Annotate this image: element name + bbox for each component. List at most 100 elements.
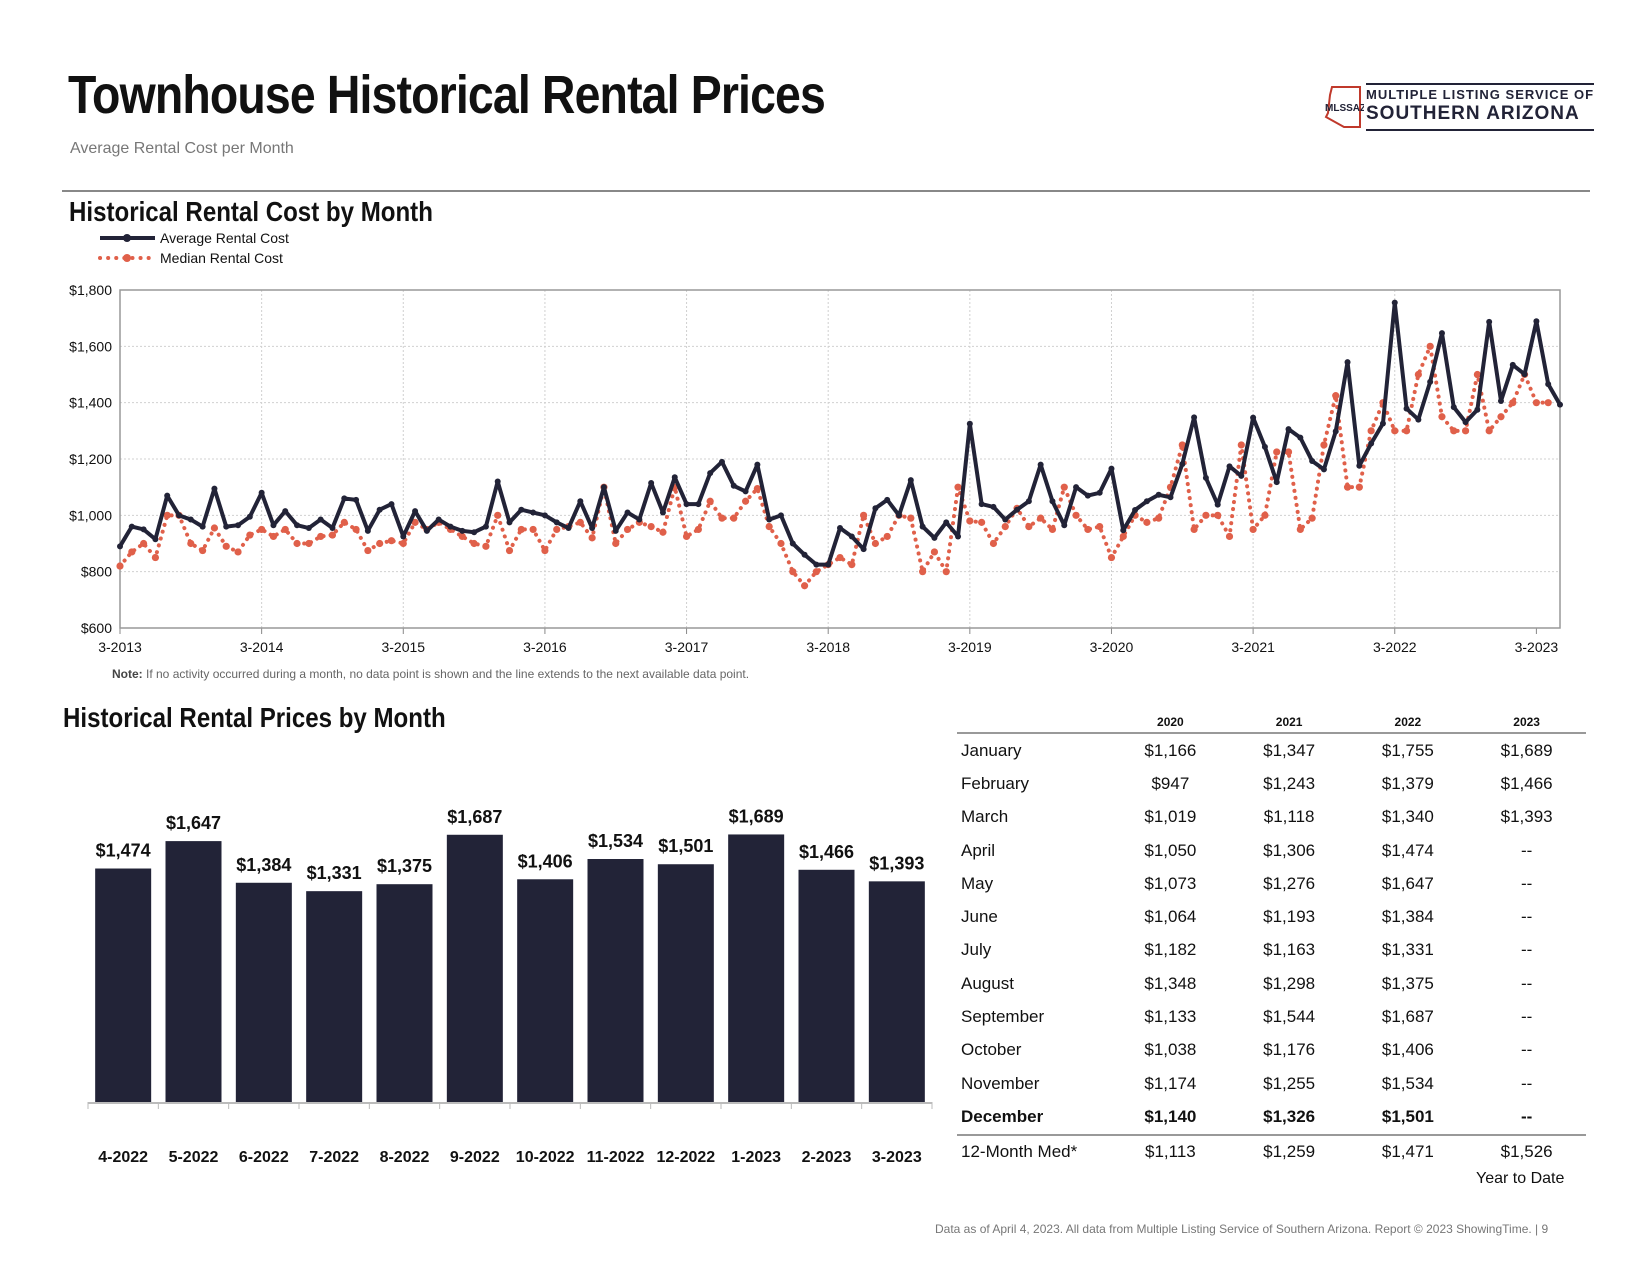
bar-chart: $1,474 4-2022 $1,647 5-2022 $1,384 6-2022 $1,3… (87, 806, 933, 1166)
median-point (293, 539, 301, 548)
median-point (246, 531, 254, 539)
table-cell: -- (1520, 1040, 1533, 1060)
median-point (258, 525, 266, 534)
table-cell: $1,466 (1500, 773, 1553, 793)
mlssaz-logo: MLSSAZ MULTIPLE LISTING SERVICE OF SOUTH… (1324, 83, 1594, 131)
average-point (199, 523, 206, 530)
median-point (234, 548, 242, 556)
table-cell: $1,133 (1144, 1007, 1197, 1027)
average-point (1427, 378, 1434, 385)
average-point (884, 496, 891, 503)
bar-category-label: 2-2023 (802, 1149, 852, 1166)
table-cell: $1,393 (1500, 807, 1553, 827)
year-to-date-note: Year to Date (1476, 1170, 1565, 1187)
logo-line-1: MULTIPLE LISTING SERVICE OF (1366, 87, 1595, 102)
table-header-cell: 2022 (1348, 712, 1468, 734)
note-label: Note: (112, 667, 143, 681)
table-cell: $1,176 (1263, 1040, 1316, 1060)
average-point (1297, 434, 1304, 441)
average-point (837, 525, 843, 532)
median-point (1414, 370, 1422, 379)
median-point (1497, 413, 1505, 421)
average-point (1167, 494, 1174, 501)
average-point (1179, 461, 1186, 468)
average-point (294, 522, 301, 529)
median-point (1308, 514, 1316, 522)
median-point (1096, 523, 1104, 531)
median-point (1296, 525, 1304, 534)
y-tick-label: $1,400 (69, 395, 112, 411)
median-point (1048, 525, 1057, 534)
median-point (222, 542, 230, 550)
median-point (1143, 518, 1151, 526)
average-point (848, 533, 855, 540)
line-chart-title: Historical Rental Cost by Month (69, 196, 433, 227)
table-row: December $1,140 $1,326 $1,501 -- (957, 1100, 1586, 1134)
table-header-cell: 2020 (1111, 712, 1230, 734)
median-point (907, 514, 915, 522)
median-point (163, 511, 171, 519)
bar (95, 868, 152, 1102)
average-point (695, 501, 702, 508)
logo-rule-top (1366, 83, 1594, 85)
table-cell: $1,255 (1263, 1073, 1316, 1093)
table-cell: -- (1520, 840, 1533, 860)
median-point (930, 548, 939, 556)
average-point (1285, 426, 1292, 433)
table-row: April $1,050 $1,306 $1,474 -- (957, 834, 1586, 867)
table-cell: $947 (1151, 773, 1190, 793)
bar-value-label: $1,331 (307, 863, 362, 883)
chart-note: Note: If no activity occurred during a m… (112, 667, 749, 681)
median-point (210, 524, 219, 532)
average-point (1202, 474, 1209, 481)
table-row: June $1,064 $1,193 $1,384 -- (957, 900, 1586, 933)
average-point (1132, 506, 1139, 513)
average-point (1450, 404, 1457, 411)
table-cell: $1,174 (1144, 1073, 1197, 1093)
bar-value-label: $1,393 (869, 853, 924, 873)
table-cell: $1,348 (1144, 973, 1197, 993)
median-point (694, 525, 702, 534)
average-point (211, 485, 218, 492)
average-point (447, 523, 454, 530)
median-point (1119, 532, 1127, 541)
summary-cell: $1,113 (1111, 1133, 1230, 1169)
y-tick-label: $1,000 (69, 507, 112, 523)
median-point (411, 518, 419, 526)
average-point (919, 523, 926, 530)
table-cell: $1,375 (1381, 973, 1434, 993)
average-point (459, 527, 466, 534)
median-point (1107, 553, 1116, 562)
median-point (1367, 427, 1375, 435)
median-point (1261, 511, 1269, 519)
median-rental-line (118, 339, 1551, 589)
median-point (765, 523, 773, 531)
median-point (1438, 413, 1446, 421)
bar-category-label: 12-2022 (656, 1149, 715, 1166)
median-point (458, 532, 466, 541)
average-point (931, 534, 938, 541)
x-tick-label: 3-2021 (1231, 639, 1275, 655)
median-point (1355, 483, 1363, 491)
median-point (812, 568, 820, 576)
table-cell: $1,298 (1263, 973, 1316, 993)
median-point (387, 537, 396, 545)
average-point (825, 561, 832, 568)
table-cell: $1,064 (1144, 907, 1197, 927)
header-divider (62, 190, 1590, 192)
row-label: September (961, 1007, 1045, 1027)
row-label: May (961, 873, 994, 893)
median-point (978, 518, 986, 526)
median-point (376, 539, 384, 548)
median-point (553, 525, 561, 534)
median-point (1402, 427, 1411, 435)
table-row: March $1,019 $1,118 $1,340 $1,393 (957, 801, 1586, 834)
median-point (340, 518, 348, 526)
median-point (1426, 342, 1434, 350)
median-point (1037, 514, 1045, 522)
average-point (801, 551, 808, 558)
median-point (1473, 370, 1481, 379)
median-point (517, 525, 525, 534)
table-cell: $1,019 (1144, 807, 1197, 827)
median-point (777, 539, 785, 548)
